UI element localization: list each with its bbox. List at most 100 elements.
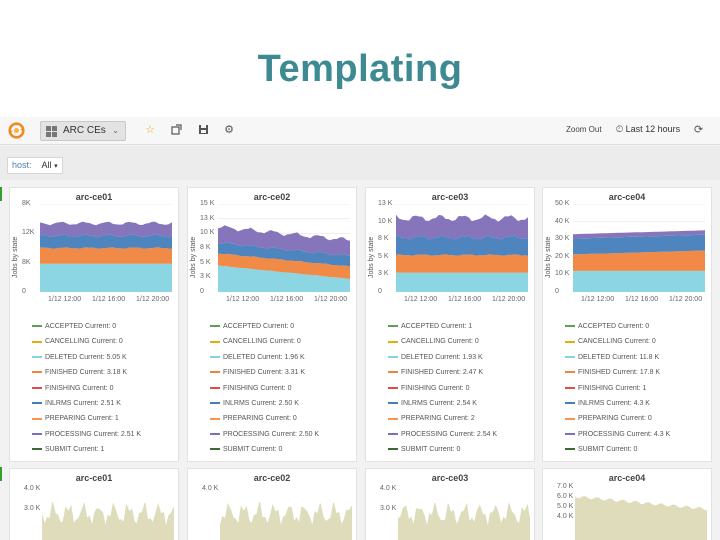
- legend-item-preparing[interactable]: PREPARING Current: 0: [210, 414, 297, 424]
- legend-item-processing[interactable]: PROCESSING Current: 2.54 K: [388, 430, 497, 440]
- y-tick-label: 0: [378, 288, 382, 295]
- legend-item-submit[interactable]: SUBMIT Current: 0: [388, 445, 460, 455]
- legend-text: PREPARING Current: 0: [223, 415, 297, 423]
- legend-item-accepted[interactable]: ACCEPTED Current: 0: [210, 322, 294, 332]
- area-chart[interactable]: [42, 485, 174, 540]
- time-range-picker[interactable]: 🕘︎ Last 12 hours: [616, 124, 680, 135]
- legend-swatch: [565, 417, 575, 420]
- area-series: [42, 502, 174, 540]
- legend-item-finishing[interactable]: FINISHING Current: 1: [565, 384, 646, 394]
- area-chart[interactable]: [398, 485, 530, 540]
- panel-title[interactable]: arc-ce04: [608, 192, 646, 202]
- graph-panel-arc-ce01[interactable]: arc-ce01 Jobs by state 8K 12K 8K 0 1/12 12:00 1…: [9, 187, 179, 462]
- legend-item-processing[interactable]: PROCESSING Current: 2.50 K: [210, 430, 319, 440]
- legend-text: INLRMS Current: 4.3 K: [578, 400, 650, 407]
- legend-text: INLRMS Current: 2.51 K: [45, 400, 121, 407]
- legend-item-inlrms[interactable]: INLRMS Current: 4.3 K: [565, 399, 650, 409]
- graph-panel-row2-arc-ce03[interactable]: arc-ce03 4.0 K 3.0 K: [365, 468, 535, 540]
- x-tick-label: 1/12 20:00: [314, 296, 348, 303]
- legend-item-processing[interactable]: PROCESSING Current: 2.51 K: [32, 430, 141, 440]
- zoom-out-button[interactable]: Zoom Out: [566, 125, 602, 134]
- stacked-area-chart[interactable]: [40, 204, 172, 292]
- graph-panel-row2-arc-ce04[interactable]: arc-ce04 7.0 K 6.0 K 5.0 K 4.0 K: [542, 468, 712, 540]
- legend-item-cancelling[interactable]: CANCELLING Current: 0: [388, 337, 479, 347]
- graph-panel-arc-ce02[interactable]: arc-ce02 Jobs by state 15 K 13 K 10 K 8 K 5 K 3…: [187, 187, 357, 462]
- panel-title[interactable]: arc-ce03: [431, 473, 469, 483]
- legend-item-finished[interactable]: FINISHED Current: 3.31 K: [210, 368, 305, 378]
- legend-item-preparing[interactable]: PREPARING Current: 1: [32, 414, 119, 424]
- legend-item-cancelling[interactable]: CANCELLING Current: 0: [565, 337, 656, 347]
- legend-item-cancelling[interactable]: CANCELLING Current: 0: [210, 337, 301, 347]
- x-tick-label: 1/12 12:00: [226, 296, 260, 303]
- legend-text: ACCEPTED Current: 0: [223, 323, 295, 330]
- legend-item-finishing[interactable]: FINISHING Current: 0: [210, 384, 291, 394]
- legend-item-finishing[interactable]: FINISHING Current: 0: [32, 384, 113, 394]
- host-variable-selector[interactable]: host: All ▾: [7, 157, 63, 174]
- row-collapse-marker[interactable]: [0, 467, 2, 481]
- legend-text: PROCESSING Current: 2.50 K: [223, 430, 320, 438]
- legend-swatch: [32, 432, 42, 435]
- panel-title[interactable]: arc-ce04: [608, 473, 646, 483]
- legend-item-preparing[interactable]: PREPARING Current: 2: [388, 414, 475, 424]
- legend-swatch: [210, 325, 220, 328]
- legend-item-submit[interactable]: SUBMIT Current: 0: [565, 445, 637, 455]
- y-tick-label: 7.0 K: [557, 483, 574, 490]
- legend-item-inlrms[interactable]: INLRMS Current: 2.54 K: [388, 399, 477, 409]
- area-series-inlrms: [218, 242, 350, 267]
- legend-swatch: [388, 371, 398, 374]
- legend-item-deleted[interactable]: DELETED Current: 5.05 K: [32, 353, 127, 363]
- legend-item-preparing[interactable]: PREPARING Current: 0: [565, 414, 652, 424]
- legend-item-inlrms[interactable]: INLRMS Current: 2.50 K: [210, 399, 299, 409]
- dashboard-picker[interactable]: ARC CEs ⌄: [40, 121, 126, 141]
- legend-item-submit[interactable]: SUBMIT Current: 0: [210, 445, 282, 455]
- legend-swatch: [388, 417, 398, 420]
- panel-title[interactable]: arc-ce02: [253, 473, 291, 483]
- area-series-processing: [573, 230, 705, 239]
- graph-panel-arc-ce04[interactable]: arc-ce04 Jobs by state 50 K 40 K 30 K 20 K 10 …: [542, 187, 712, 462]
- y-tick-label: 3 K: [378, 270, 389, 278]
- legend-swatch: [565, 448, 575, 451]
- share-icon[interactable]: [171, 124, 182, 135]
- area-series-processing: [396, 214, 528, 240]
- legend-item-deleted[interactable]: DELETED Current: 1.93 K: [388, 353, 483, 363]
- panel-title[interactable]: arc-ce01: [75, 192, 113, 202]
- y-tick-label: 4.0 K: [24, 485, 41, 492]
- legend-swatch: [210, 417, 220, 420]
- panel-title[interactable]: arc-ce03: [431, 192, 469, 202]
- legend-item-processing[interactable]: PROCESSING Current: 4.3 K: [565, 430, 670, 440]
- star-icon[interactable]: ☆: [145, 124, 155, 136]
- legend-item-finished[interactable]: FINISHED Current: 2.47 K: [388, 368, 483, 378]
- area-chart[interactable]: [575, 485, 707, 540]
- stacked-area-chart[interactable]: [218, 204, 350, 292]
- graph-panel-row2-arc-ce02[interactable]: arc-ce02 4.0 K: [187, 468, 357, 540]
- legend-item-accepted[interactable]: ACCEPTED Current: 0: [565, 322, 649, 332]
- legend-swatch: [565, 340, 575, 343]
- stacked-area-chart[interactable]: [573, 204, 705, 292]
- legend-item-submit[interactable]: SUBMIT Current: 1: [32, 445, 104, 455]
- legend-item-accepted[interactable]: ACCEPTED Current: 1: [388, 322, 472, 332]
- y-tick-label: 4.0 K: [557, 513, 574, 520]
- save-icon[interactable]: [198, 124, 209, 135]
- grafana-logo-icon[interactable]: [8, 122, 25, 139]
- legend-text: ACCEPTED Current: 1: [401, 323, 473, 330]
- legend-item-accepted[interactable]: ACCEPTED Current: 0: [32, 322, 116, 332]
- refresh-icon[interactable]: ⟳: [694, 124, 704, 136]
- row-collapse-marker[interactable]: [0, 187, 2, 201]
- legend-item-deleted[interactable]: DELETED Current: 1.96 K: [210, 353, 305, 363]
- legend-swatch: [32, 417, 42, 420]
- y-tick-label: 13 K: [378, 200, 393, 207]
- graph-panel-arc-ce03[interactable]: arc-ce03 Jobs by state 13 K 10 K 8 K 5 K 3 K 0 1…: [365, 187, 535, 462]
- legend-item-finishing[interactable]: FINISHING Current: 0: [388, 384, 469, 394]
- stacked-area-chart[interactable]: [396, 204, 528, 292]
- area-chart[interactable]: [220, 485, 352, 540]
- gear-icon[interactable]: ⚙: [224, 124, 234, 136]
- panel-title[interactable]: arc-ce01: [75, 473, 113, 483]
- legend-item-cancelling[interactable]: CANCELLING Current: 0: [32, 337, 123, 347]
- legend-item-finished[interactable]: FINISHED Current: 3.18 K: [32, 368, 127, 378]
- legend-item-deleted[interactable]: DELETED Current: 11.8 K: [565, 353, 659, 363]
- legend-item-inlrms[interactable]: INLRMS Current: 2.51 K: [32, 399, 121, 409]
- legend-text: ACCEPTED Current: 0: [45, 323, 117, 330]
- graph-panel-row2-arc-ce01[interactable]: arc-ce01 4.0 K 3.0 K: [9, 468, 179, 540]
- panel-title[interactable]: arc-ce02: [253, 192, 291, 202]
- legend-item-finished[interactable]: FINISHED Current: 17.8 K: [565, 368, 660, 378]
